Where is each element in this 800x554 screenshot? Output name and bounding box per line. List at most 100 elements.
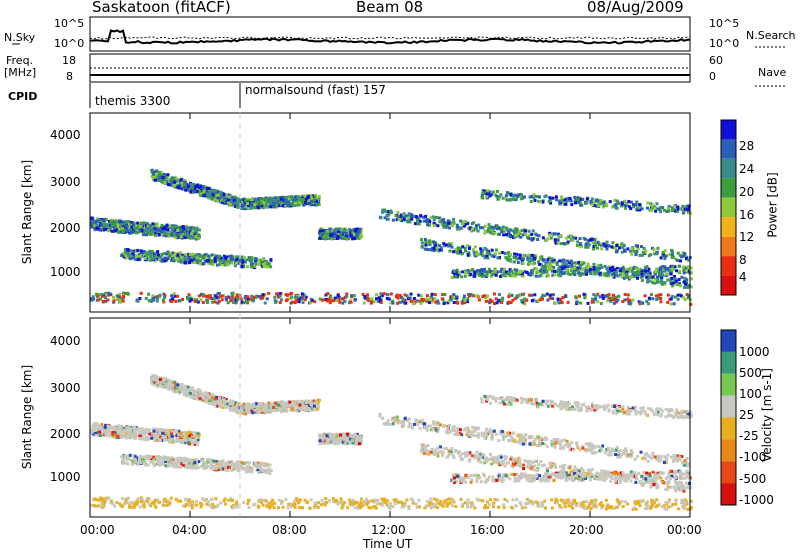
echo-cell [99,219,102,222]
echo-cell [125,426,128,429]
echo-cell [504,252,507,255]
echo-cell [137,258,140,261]
echo-cell [164,259,167,262]
echo-cell [158,384,161,387]
echo-cell [227,258,230,261]
echo-cell [211,263,214,266]
echo-cell [571,239,574,242]
echo-cell [660,256,663,259]
echo-cell [212,193,215,196]
echo-cell [250,263,253,266]
echo-cell [161,180,164,183]
echo-cell [344,237,347,240]
echo-cell [489,252,492,255]
echo-cell [586,266,589,269]
echo-cell [363,302,366,305]
echo-cell [188,293,191,296]
echo-cell [510,270,513,273]
echo-cell [217,302,220,305]
echo-cell [207,255,210,258]
echo-cell [486,251,489,254]
echo-cell [107,430,110,433]
echo-cell [111,224,114,227]
echo-cell [447,222,450,225]
echo-cell [189,191,192,194]
echo-cell [91,217,94,220]
echo-cell [589,200,592,203]
echo-cell [434,301,437,304]
echo-cell [680,276,683,279]
echo-cell [416,219,419,222]
echo-cell [109,435,112,438]
echo-cell [566,268,569,271]
echo-cell [445,243,448,246]
echo-cell [280,298,283,301]
echo-cell [407,216,410,219]
echo-cell [475,226,478,229]
echo-cell [255,263,258,266]
echo-cell [659,206,662,209]
echo-cell [561,301,564,304]
echo-cell [511,294,514,297]
echo-cell [622,268,625,271]
echo-cell [607,293,610,296]
echo-cell [304,201,307,204]
echo-cell [443,221,446,224]
echo-cell [184,189,187,192]
echo-cell [336,228,339,231]
echo-cell [552,232,555,235]
echo-cell [161,432,164,435]
echo-cell [555,198,558,201]
echo-cell [533,257,536,260]
echo-cell [683,253,686,256]
echo-cell [459,250,462,253]
echo-cell [485,255,488,258]
echo-cell [607,270,610,273]
echo-cell [237,202,240,205]
echo-cell [499,270,502,273]
echo-cell [493,293,496,296]
echo-cell [193,190,196,193]
echo-cell [494,270,497,273]
echo-cell [606,248,609,251]
echo-cell [585,269,588,272]
echo-cell [617,295,620,298]
echo-cell [438,217,441,220]
echo-cell [520,197,523,200]
echo-cell [502,197,505,200]
echo-cell [651,297,654,300]
echo-cell [202,185,205,188]
echo-cell [663,281,666,284]
echo-cell [232,292,235,295]
echo-cell [679,284,682,287]
echo-cell [167,257,170,260]
echo-cell [420,238,423,241]
echo-cell [156,436,159,439]
echo-cell [135,433,138,436]
echo-cell [453,270,456,273]
echo-cell [260,197,263,200]
echo-cell [184,236,187,239]
echo-cell [603,274,606,277]
echo-cell [326,292,329,295]
echo-cell [437,302,440,305]
echo-cell [137,428,140,431]
echo-cell [452,218,455,221]
echo-cell [170,300,173,303]
echo-cell [421,241,424,244]
echo-cell [550,267,553,270]
echo-cell [304,298,307,301]
echo-cell [191,253,194,256]
echo-cell [176,295,179,298]
echo-cell [180,182,183,185]
echo-cell [407,220,410,223]
echo-cell [616,200,619,203]
power-panel [90,169,693,306]
echo-cell [575,301,578,304]
echo-cell [179,299,182,302]
echo-cell [160,230,163,233]
echo-cell [667,207,670,210]
echo-cell [593,270,596,273]
echo-cell [163,296,166,299]
echo-cell [666,278,669,281]
